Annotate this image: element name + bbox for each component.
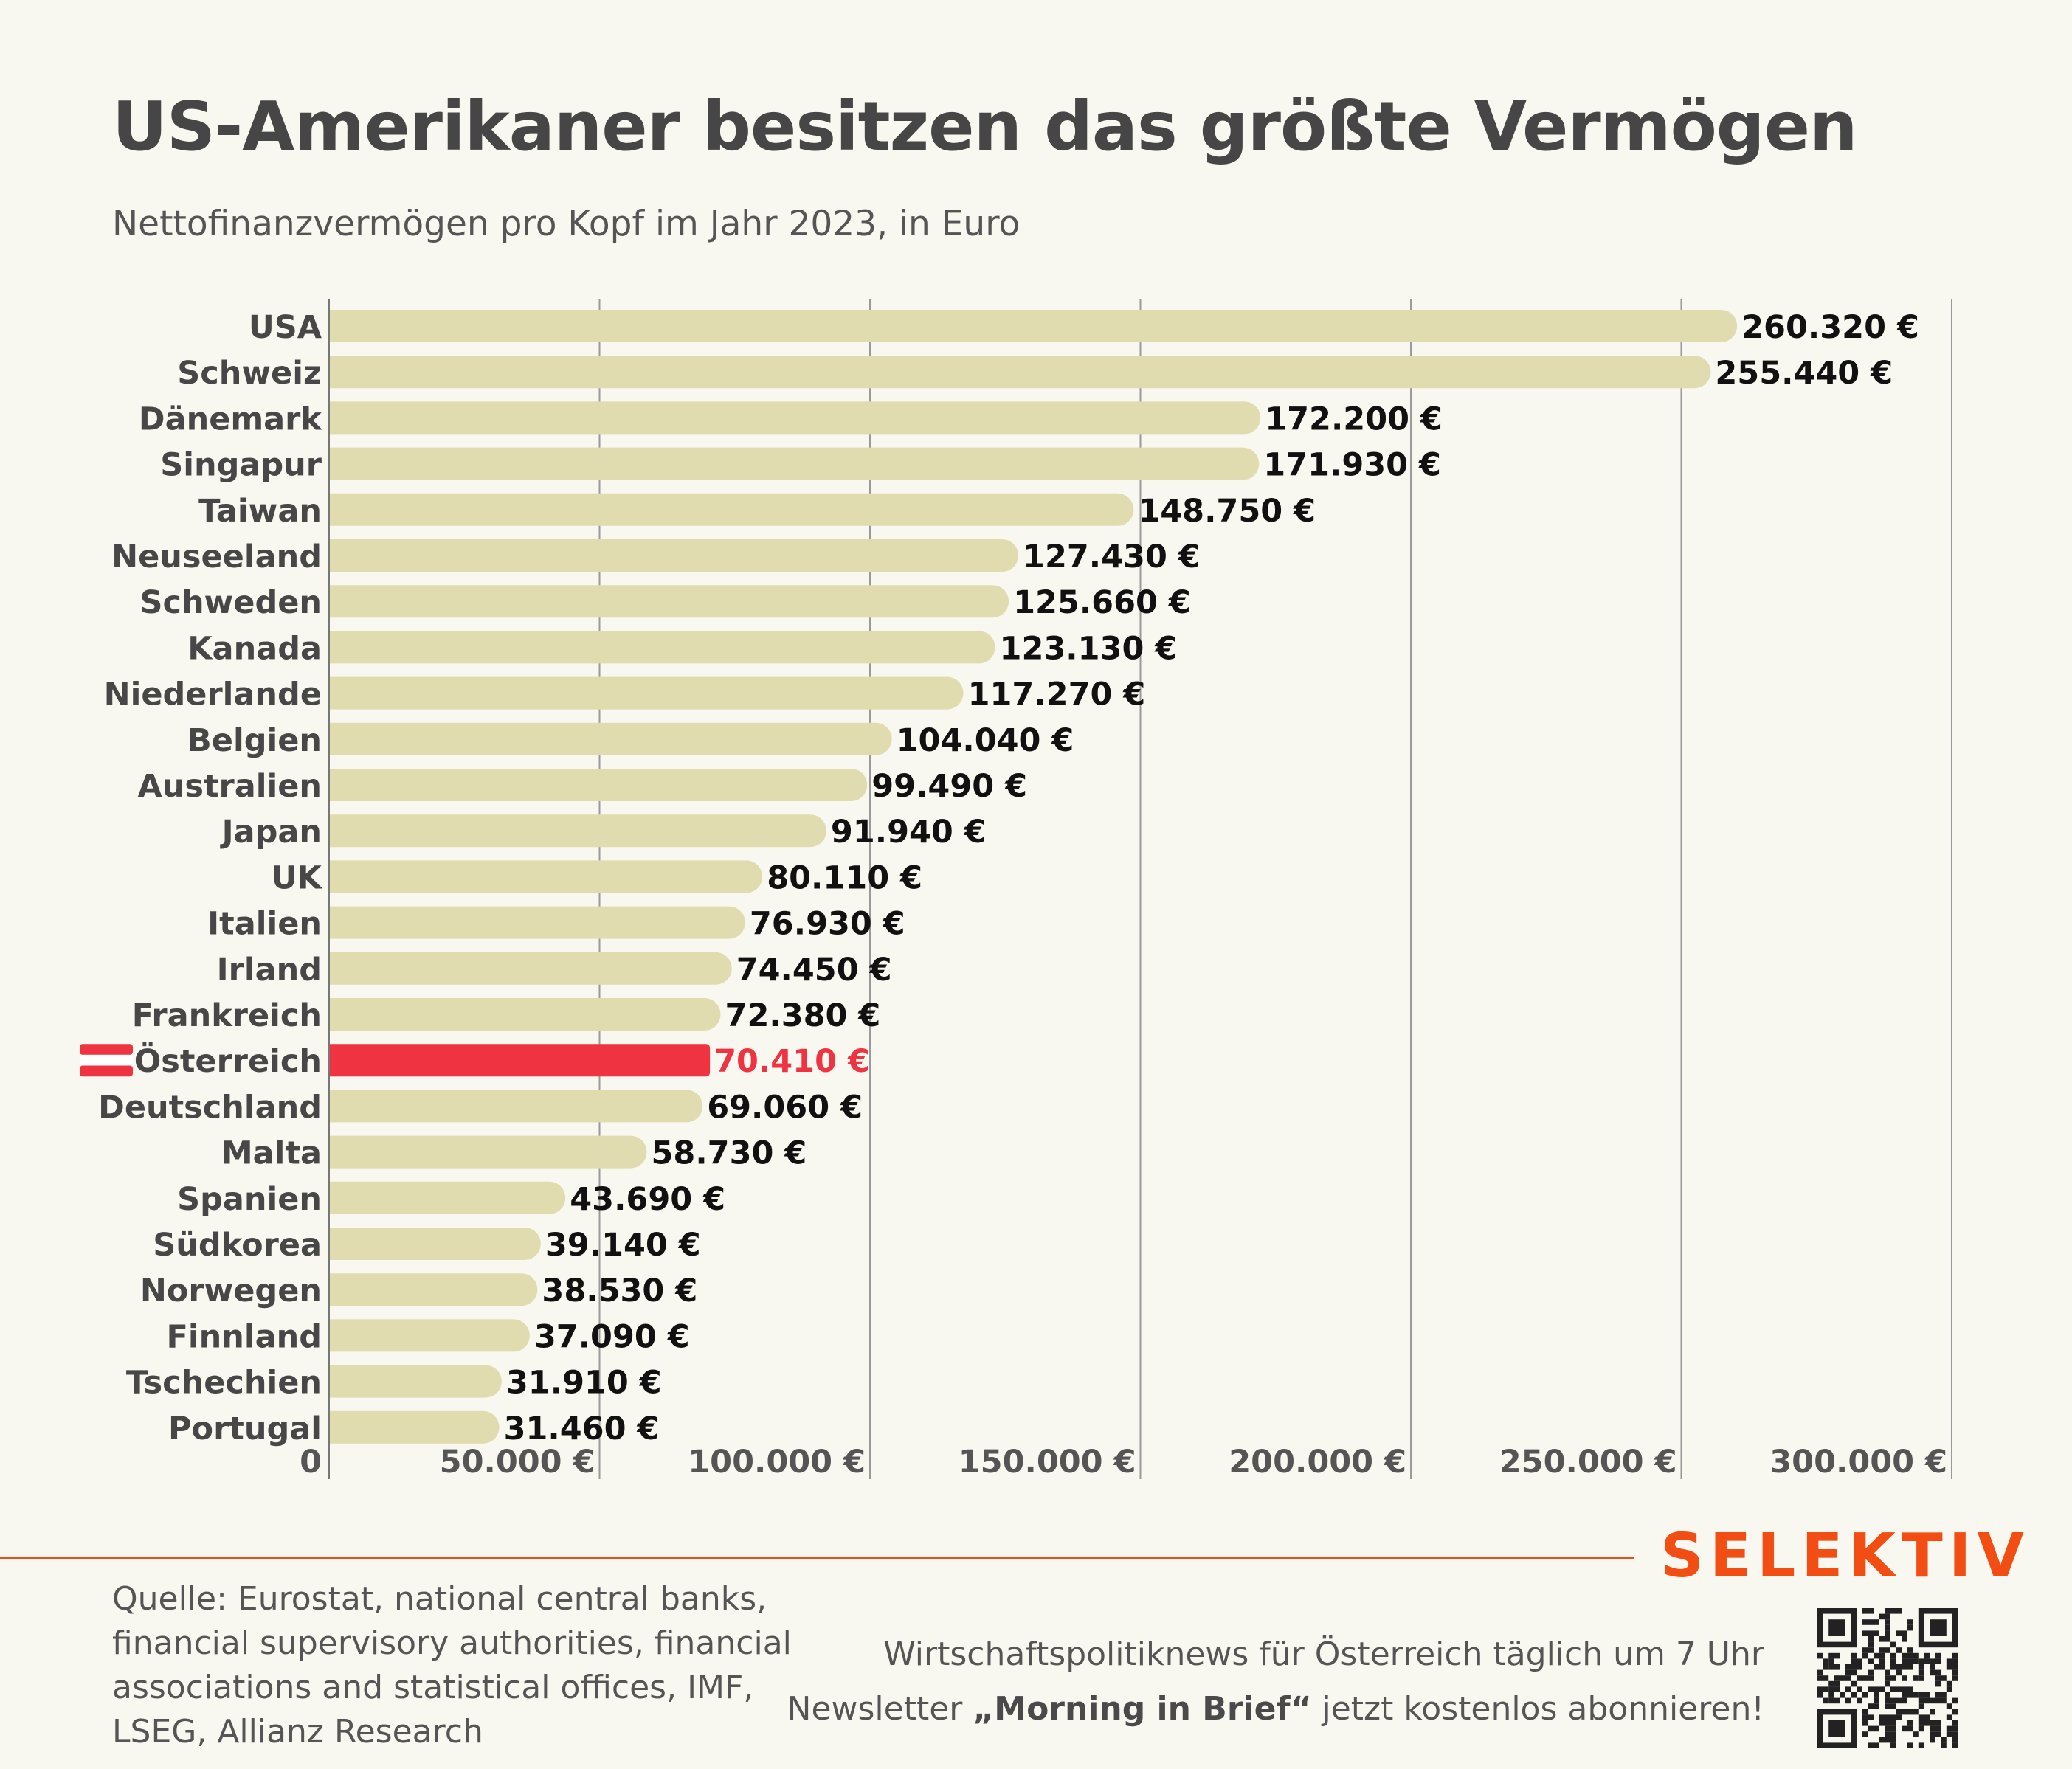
category-label: Italien bbox=[207, 906, 322, 943]
x-tick-label: 50.000 € bbox=[440, 1444, 595, 1481]
chart-title: US-Amerikaner besitzen das größte Vermög… bbox=[112, 87, 1858, 166]
category-label: Kanada bbox=[187, 630, 322, 667]
brand-logo: SELEKTIV bbox=[1660, 1521, 2030, 1591]
flag-stripe-middle bbox=[80, 1054, 133, 1066]
bar bbox=[329, 1228, 541, 1261]
promo-line-1: Wirtschaftspolitiknews für Österreich tä… bbox=[883, 1635, 1764, 1673]
bar bbox=[329, 814, 826, 848]
promo-line-2[interactable]: Newsletter „Morning in Brief“ jetzt kost… bbox=[787, 1682, 1764, 1737]
bar bbox=[329, 493, 1134, 526]
category-label: Finnland bbox=[167, 1318, 322, 1355]
chart-subtitle: Nettofinanzvermögen pro Kopf im Jahr 202… bbox=[112, 204, 1021, 244]
bar bbox=[329, 1273, 538, 1306]
newsletter-promo: Wirtschaftspolitiknews für Österreich tä… bbox=[787, 1627, 1764, 1737]
bar bbox=[329, 769, 868, 801]
value-label: 104.040 € bbox=[897, 722, 1074, 759]
value-label: 31.460 € bbox=[504, 1410, 660, 1447]
category-label: Malta bbox=[221, 1135, 322, 1172]
value-label: 69.060 € bbox=[707, 1089, 863, 1126]
x-tick-label: 250.000 € bbox=[1499, 1444, 1677, 1481]
value-label: 117.270 € bbox=[968, 676, 1146, 713]
bar bbox=[329, 1410, 500, 1444]
bar bbox=[329, 356, 1711, 389]
value-label: 70.410 € bbox=[714, 1043, 870, 1080]
category-label: Irland bbox=[217, 952, 322, 989]
value-label: 91.940 € bbox=[831, 814, 987, 851]
category-label: Frankreich bbox=[132, 997, 322, 1034]
value-label: 76.930 € bbox=[750, 906, 905, 943]
value-label: 74.450 € bbox=[736, 952, 892, 989]
x-tick-label: 150.000 € bbox=[959, 1444, 1136, 1481]
bar bbox=[329, 1044, 711, 1077]
category-label: Deutschland bbox=[98, 1089, 322, 1126]
bar bbox=[329, 401, 1261, 435]
value-label: 171.930 € bbox=[1263, 447, 1441, 484]
source-note: Quelle: Eurostat, national central banks… bbox=[112, 1580, 792, 1751]
value-label: 31.910 € bbox=[506, 1365, 662, 1402]
value-label: 125.660 € bbox=[1013, 584, 1191, 621]
flag-stripe-top bbox=[80, 1044, 133, 1055]
category-label: Taiwan bbox=[198, 493, 322, 530]
flag-stripe-bottom bbox=[80, 1065, 133, 1077]
bar bbox=[329, 1365, 502, 1398]
category-label: USA bbox=[249, 309, 322, 346]
category-label: Neuseeland bbox=[111, 539, 322, 575]
value-label: 43.690 € bbox=[570, 1181, 725, 1218]
category-label: Japan bbox=[220, 814, 322, 851]
bar bbox=[329, 906, 745, 939]
value-label: 99.490 € bbox=[871, 768, 1027, 805]
value-label: 72.380 € bbox=[725, 997, 881, 1034]
newsletter-name: „Morning in Brief“ bbox=[973, 1690, 1312, 1728]
category-label: Südkorea bbox=[153, 1227, 322, 1264]
category-label: Dänemark bbox=[139, 401, 323, 437]
bar bbox=[329, 539, 1019, 572]
value-label: 255.440 € bbox=[1715, 355, 1893, 392]
bar bbox=[329, 722, 892, 755]
x-tick-label: 200.000 € bbox=[1229, 1444, 1406, 1481]
value-label: 127.430 € bbox=[1023, 539, 1201, 575]
bar bbox=[329, 1135, 647, 1169]
bar bbox=[329, 1319, 530, 1352]
value-label: 260.320 € bbox=[1741, 309, 1919, 346]
bar bbox=[329, 1090, 703, 1123]
bar bbox=[329, 585, 1009, 618]
value-label: 38.530 € bbox=[542, 1273, 697, 1309]
category-label: Norwegen bbox=[140, 1273, 322, 1309]
bar bbox=[329, 1181, 566, 1214]
footer-divider bbox=[0, 1557, 1634, 1559]
value-label: 39.140 € bbox=[545, 1227, 701, 1264]
bar bbox=[329, 447, 1260, 480]
category-label: Schweiz bbox=[177, 355, 322, 392]
promo-post: jetzt kostenlos abonnieren! bbox=[1311, 1690, 1764, 1728]
bar bbox=[329, 998, 721, 1031]
bar bbox=[329, 631, 995, 664]
category-label: Österreich bbox=[134, 1042, 322, 1080]
qr-code-icon[interactable] bbox=[1817, 1608, 1958, 1748]
bar bbox=[329, 676, 964, 710]
x-tick-label: 100.000 € bbox=[688, 1444, 866, 1481]
value-label: 148.750 € bbox=[1138, 493, 1316, 530]
promo-pre: Newsletter bbox=[787, 1690, 973, 1728]
value-label: 58.730 € bbox=[651, 1135, 807, 1172]
value-label: 37.090 € bbox=[534, 1318, 690, 1355]
category-label: Schweden bbox=[139, 584, 322, 621]
value-label: 172.200 € bbox=[1265, 401, 1443, 437]
category-label: Singapur bbox=[160, 447, 322, 484]
category-label: Niederlande bbox=[104, 676, 322, 713]
value-label: 123.130 € bbox=[1000, 630, 1178, 667]
category-label: Tschechien bbox=[126, 1365, 322, 1402]
category-label: UK bbox=[272, 859, 323, 896]
category-label: Spanien bbox=[177, 1181, 322, 1218]
value-label: 80.110 € bbox=[767, 859, 922, 896]
category-label: Belgien bbox=[187, 722, 322, 759]
x-tick-label: 0 bbox=[300, 1444, 322, 1481]
category-label: Australien bbox=[137, 768, 322, 805]
bar bbox=[329, 310, 1738, 342]
bar-chart: USA 260.320 € Schweiz 255.440 € Dänemark 172.… bbox=[80, 299, 1952, 1481]
category-label: Portugal bbox=[168, 1410, 322, 1447]
bar bbox=[329, 860, 763, 893]
bar bbox=[329, 952, 732, 985]
x-tick-label: 300.000 € bbox=[1769, 1444, 1947, 1481]
